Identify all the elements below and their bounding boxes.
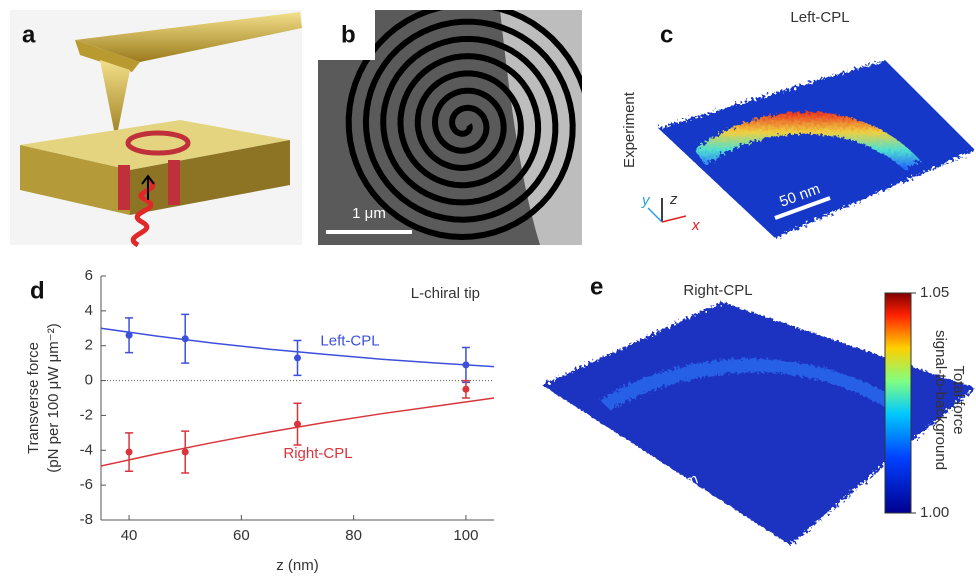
- point: [462, 361, 470, 369]
- ring: [125, 130, 191, 156]
- x-tick-label: 60: [233, 527, 250, 544]
- axis-y: [647, 207, 663, 223]
- x-tick-label: 80: [345, 527, 362, 544]
- cantilever: [75, 12, 302, 62]
- colorbar-label: signal-to-background: [932, 330, 949, 470]
- slot: [118, 165, 130, 210]
- x-tick-label: 40: [121, 527, 138, 544]
- panel-a-illustration: [10, 10, 302, 248]
- point: [294, 354, 301, 362]
- scale-bar-label: 1 μm: [352, 205, 386, 222]
- side-label: Experiment: [621, 91, 638, 168]
- panel-label: b: [341, 21, 356, 48]
- surface: [658, 60, 975, 238]
- panel-title: Left-CPL: [790, 9, 849, 26]
- point: [125, 448, 133, 456]
- cantilever-side: [75, 40, 140, 72]
- point: [462, 385, 470, 393]
- point: [294, 420, 301, 428]
- y-tick-label: 6: [85, 267, 93, 284]
- y-tick-label: 4: [85, 302, 93, 319]
- colorbar-label: Total force: [950, 365, 967, 434]
- point: [181, 335, 189, 343]
- surface-e: [542, 302, 975, 545]
- axis-label: z: [669, 191, 678, 208]
- y-tick-label: -4: [80, 441, 93, 458]
- y-axis-label: (pN per 100 μW μm⁻²): [45, 323, 62, 472]
- point: [125, 331, 133, 339]
- colorbar-tick-label: 1.05: [920, 284, 949, 301]
- panel-label: a: [22, 21, 36, 48]
- axis-x: [661, 215, 687, 223]
- y-axis-label: Transverse force: [25, 342, 42, 454]
- slab-top: [20, 120, 290, 170]
- panel-title: Right-CPL: [683, 282, 752, 299]
- scale-bar: [774, 196, 831, 220]
- y-tick-label: -2: [80, 406, 93, 423]
- slot: [168, 160, 180, 205]
- axes-triad: x y z: [641, 191, 700, 234]
- panel-label: c: [660, 21, 673, 48]
- panel-label: d: [30, 277, 45, 304]
- y-tick-label: 2: [85, 337, 93, 354]
- x-tick-label: 100: [453, 527, 478, 544]
- colorbar-tick-label: 1.00: [920, 504, 949, 521]
- y-tick-label: -6: [80, 476, 93, 493]
- spiral: [345, 10, 582, 241]
- helix: [130, 177, 156, 248]
- point: [181, 448, 189, 456]
- ridge: [600, 358, 900, 410]
- surface: [542, 302, 975, 545]
- ridge: [695, 111, 920, 170]
- slab-front: [20, 145, 130, 215]
- scale-bar: [654, 488, 706, 510]
- series-label: Right-CPL: [283, 445, 352, 462]
- axis-label: y: [641, 192, 651, 209]
- panel-label: e: [590, 273, 603, 300]
- x-axis-label: z (nm): [276, 557, 319, 574]
- series-label: Left-CPL: [320, 332, 379, 349]
- surface-c: [658, 60, 975, 238]
- axis-label: x: [691, 217, 700, 234]
- y-tick-label: 0: [85, 372, 93, 389]
- annotation: L-chiral tip: [411, 285, 480, 302]
- colorbar: [884, 292, 912, 514]
- y-tick-label: -8: [80, 511, 93, 528]
- tip: [100, 60, 130, 140]
- arrow: [141, 174, 155, 200]
